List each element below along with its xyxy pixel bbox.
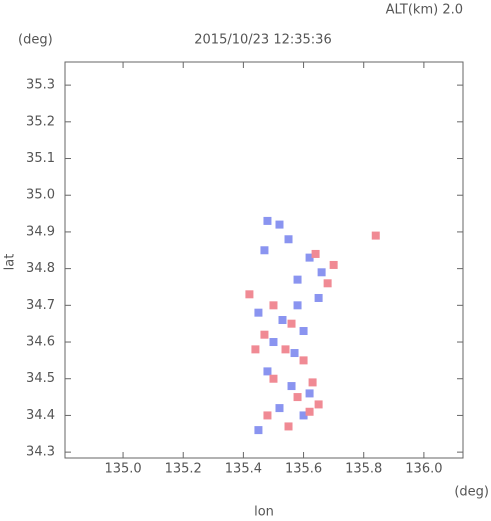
data-cell	[308, 378, 317, 387]
x-tick-label: 135.4	[225, 462, 262, 477]
data-cell	[314, 400, 323, 409]
data-cell	[305, 407, 314, 416]
y-tick-label: 34.9	[26, 224, 55, 239]
data-cell	[305, 253, 314, 262]
x-tick-label: 135.8	[345, 462, 382, 477]
data-cell	[329, 260, 338, 269]
y-tick-label: 34.6	[26, 335, 55, 350]
data-cell	[251, 345, 260, 354]
x-tick-label: 136.0	[405, 462, 442, 477]
data-cell	[290, 349, 299, 358]
y-tick-label: 34.3	[26, 445, 55, 460]
data-cell	[269, 301, 278, 310]
data-cell	[323, 279, 332, 288]
data-cell	[254, 308, 263, 317]
data-cell	[269, 374, 278, 383]
x-tick-label: 135.2	[165, 462, 202, 477]
data-cell	[284, 235, 293, 244]
data-cell	[275, 404, 284, 413]
altitude-annotation: ALT(km) 2.0	[386, 3, 463, 18]
x-tick-label: 135.6	[285, 462, 322, 477]
y-tick-label: 35.3	[26, 78, 55, 93]
data-cell	[287, 382, 296, 391]
data-cell	[299, 356, 308, 365]
x-unit: (deg)	[454, 485, 489, 500]
data-cell	[275, 220, 284, 229]
data-cell	[263, 216, 272, 225]
data-cell	[293, 301, 302, 310]
data-cell	[278, 316, 287, 325]
data-cell	[293, 393, 302, 402]
data-cell	[260, 246, 269, 255]
data-cell	[263, 367, 272, 376]
data-cell	[371, 231, 380, 240]
data-cell	[317, 268, 326, 277]
y-tick-label: 35.2	[26, 114, 55, 129]
data-cell	[293, 275, 302, 284]
data-cell	[284, 422, 293, 431]
data-cell	[281, 345, 290, 354]
data-cell	[269, 338, 278, 347]
data-cell	[311, 249, 320, 258]
data-cell	[299, 411, 308, 420]
data-cell	[314, 293, 323, 302]
y-tick-label: 34.8	[26, 261, 55, 276]
data-cell	[305, 389, 314, 398]
x-tick-label: 135.0	[104, 462, 141, 477]
y-tick-label: 34.4	[26, 408, 55, 423]
chart-title: 2015/10/23 12:35:36	[194, 33, 331, 48]
y-tick-label: 35.0	[26, 188, 55, 203]
data-cell	[254, 426, 263, 435]
plot-frame	[64, 61, 464, 459]
data-cell	[299, 327, 308, 336]
data-cell	[263, 411, 272, 420]
data-cell	[287, 319, 296, 328]
y-tick-label: 34.7	[26, 298, 55, 313]
y-axis-label: lat	[3, 254, 18, 271]
x-axis-label: lon	[254, 505, 274, 520]
y-tick-label: 35.1	[26, 151, 55, 166]
data-cell	[260, 330, 269, 339]
y-unit: (deg)	[18, 33, 53, 48]
data-cell	[245, 290, 254, 299]
y-tick-label: 34.5	[26, 371, 55, 386]
